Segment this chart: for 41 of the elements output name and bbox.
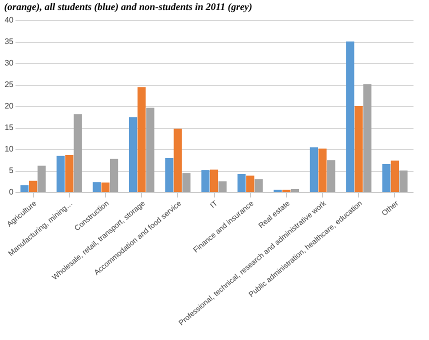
bar: [101, 182, 110, 192]
bar: [74, 114, 82, 192]
bar: [182, 173, 190, 192]
bar: [382, 164, 390, 192]
bar: [254, 179, 263, 192]
bar: [354, 106, 363, 192]
y-tick-label: 30: [4, 58, 14, 68]
bar: [310, 147, 318, 192]
bar: [399, 170, 408, 192]
bar: [110, 158, 118, 192]
y-tick-label: 40: [4, 16, 14, 24]
bar: [327, 160, 336, 192]
bar: [38, 166, 46, 192]
y-tick-label: 10: [4, 144, 14, 154]
bar: [290, 188, 300, 192]
bar: [92, 182, 101, 192]
y-tick-label: 20: [4, 102, 14, 110]
bar: [165, 158, 174, 192]
bar: [318, 148, 327, 192]
bar: [210, 170, 218, 192]
bar: [174, 128, 182, 192]
bar: [346, 42, 354, 192]
y-tick-label: 25: [4, 80, 14, 89]
y-tick-label: 35: [4, 37, 14, 46]
bar: [138, 87, 146, 192]
bar: [201, 170, 210, 192]
chart-title: (orange), all students (blue) and non-students in 2011 (grey): [4, 2, 252, 13]
bar: [363, 84, 372, 192]
bar: [390, 160, 399, 192]
bar: [20, 185, 29, 192]
bar: [128, 117, 138, 192]
bar: [218, 181, 227, 192]
y-tick-label: 15: [4, 123, 14, 132]
bar: [238, 174, 246, 192]
y-tick-label: 5: [9, 166, 14, 175]
bar: [56, 156, 65, 192]
bar: [65, 155, 74, 192]
y-tick-label: 0: [9, 188, 14, 196]
bar: [146, 108, 154, 192]
bar: [246, 176, 254, 192]
bar: [29, 180, 38, 192]
